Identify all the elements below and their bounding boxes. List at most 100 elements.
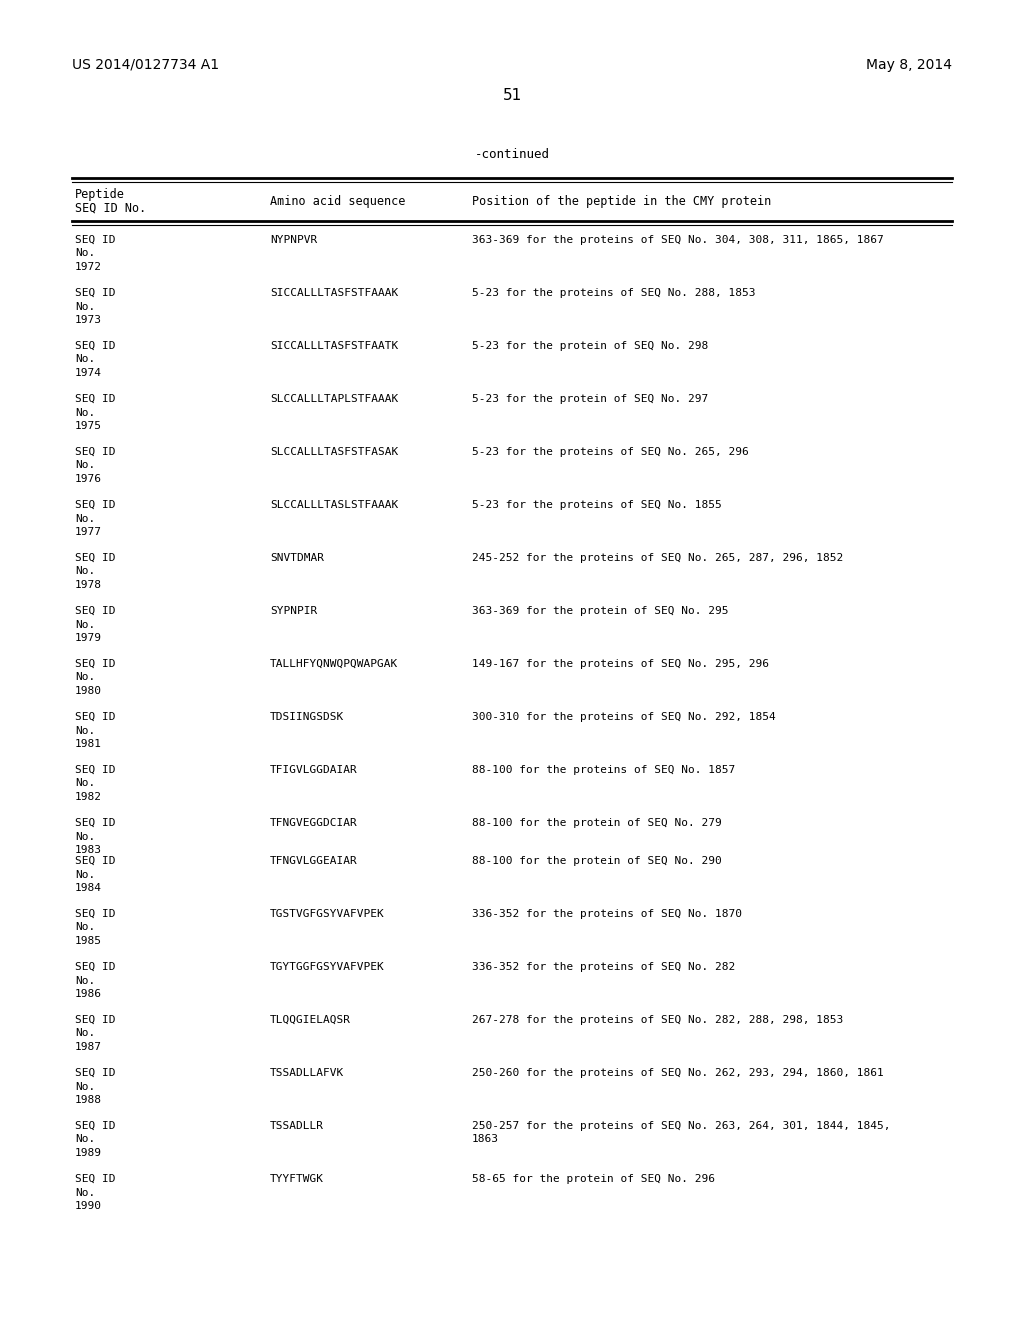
Text: No.: No. [75, 672, 95, 682]
Text: 5-23 for the protein of SEQ No. 298: 5-23 for the protein of SEQ No. 298 [472, 341, 709, 351]
Text: 1979: 1979 [75, 634, 102, 643]
Text: 1863: 1863 [472, 1134, 499, 1144]
Text: 1980: 1980 [75, 686, 102, 696]
Text: SEQ ID: SEQ ID [75, 553, 116, 564]
Text: 1978: 1978 [75, 579, 102, 590]
Text: SEQ ID: SEQ ID [75, 500, 116, 510]
Text: Amino acid sequence: Amino acid sequence [270, 195, 406, 209]
Text: SEQ ID: SEQ ID [75, 711, 116, 722]
Text: TSSADLLAFVK: TSSADLLAFVK [270, 1068, 344, 1078]
Text: 267-278 for the proteins of SEQ No. 282, 288, 298, 1853: 267-278 for the proteins of SEQ No. 282,… [472, 1015, 843, 1026]
Text: TFIGVLGGDAIAR: TFIGVLGGDAIAR [270, 766, 357, 775]
Text: 1985: 1985 [75, 936, 102, 946]
Text: SEQ ID No.: SEQ ID No. [75, 202, 146, 215]
Text: 1976: 1976 [75, 474, 102, 484]
Text: 5-23 for the proteins of SEQ No. 288, 1853: 5-23 for the proteins of SEQ No. 288, 18… [472, 288, 756, 298]
Text: No.: No. [75, 408, 95, 417]
Text: No.: No. [75, 513, 95, 524]
Text: 245-252 for the proteins of SEQ No. 265, 287, 296, 1852: 245-252 for the proteins of SEQ No. 265,… [472, 553, 843, 564]
Text: SEQ ID: SEQ ID [75, 1121, 116, 1131]
Text: 1975: 1975 [75, 421, 102, 432]
Text: 51: 51 [503, 88, 521, 103]
Text: No.: No. [75, 726, 95, 735]
Text: TSSADLLR: TSSADLLR [270, 1121, 324, 1131]
Text: No.: No. [75, 355, 95, 364]
Text: SEQ ID: SEQ ID [75, 909, 116, 919]
Text: SYPNPIR: SYPNPIR [270, 606, 317, 616]
Text: No.: No. [75, 619, 95, 630]
Text: SEQ ID: SEQ ID [75, 235, 116, 246]
Text: SEQ ID: SEQ ID [75, 341, 116, 351]
Text: 5-23 for the proteins of SEQ No. 1855: 5-23 for the proteins of SEQ No. 1855 [472, 500, 722, 510]
Text: SEQ ID: SEQ ID [75, 393, 116, 404]
Text: Peptide: Peptide [75, 187, 125, 201]
Text: No.: No. [75, 248, 95, 259]
Text: 1987: 1987 [75, 1041, 102, 1052]
Text: SEQ ID: SEQ ID [75, 818, 116, 828]
Text: 88-100 for the protein of SEQ No. 290: 88-100 for the protein of SEQ No. 290 [472, 855, 722, 866]
Text: 1972: 1972 [75, 261, 102, 272]
Text: No.: No. [75, 923, 95, 932]
Text: NYPNPVR: NYPNPVR [270, 235, 317, 246]
Text: SEQ ID: SEQ ID [75, 659, 116, 669]
Text: 336-352 for the proteins of SEQ No. 282: 336-352 for the proteins of SEQ No. 282 [472, 962, 735, 972]
Text: SEQ ID: SEQ ID [75, 855, 116, 866]
Text: No.: No. [75, 1134, 95, 1144]
Text: No.: No. [75, 1081, 95, 1092]
Text: No.: No. [75, 461, 95, 470]
Text: Position of the peptide in the CMY protein: Position of the peptide in the CMY prote… [472, 195, 771, 209]
Text: 1974: 1974 [75, 368, 102, 378]
Text: SLCCALLLTAPLSTFAAAK: SLCCALLLTAPLSTFAAAK [270, 393, 398, 404]
Text: SEQ ID: SEQ ID [75, 766, 116, 775]
Text: US 2014/0127734 A1: US 2014/0127734 A1 [72, 58, 219, 73]
Text: 250-260 for the proteins of SEQ No. 262, 293, 294, 1860, 1861: 250-260 for the proteins of SEQ No. 262,… [472, 1068, 884, 1078]
Text: 1988: 1988 [75, 1096, 102, 1105]
Text: 149-167 for the proteins of SEQ No. 295, 296: 149-167 for the proteins of SEQ No. 295,… [472, 659, 769, 669]
Text: 1984: 1984 [75, 883, 102, 894]
Text: -continued: -continued [474, 148, 550, 161]
Text: 336-352 for the proteins of SEQ No. 1870: 336-352 for the proteins of SEQ No. 1870 [472, 909, 742, 919]
Text: 363-369 for the proteins of SEQ No. 304, 308, 311, 1865, 1867: 363-369 for the proteins of SEQ No. 304,… [472, 235, 884, 246]
Text: TYYFTWGK: TYYFTWGK [270, 1173, 324, 1184]
Text: 300-310 for the proteins of SEQ No. 292, 1854: 300-310 for the proteins of SEQ No. 292,… [472, 711, 776, 722]
Text: SEQ ID: SEQ ID [75, 1173, 116, 1184]
Text: TGSTVGFGSYVAFVPEK: TGSTVGFGSYVAFVPEK [270, 909, 385, 919]
Text: 250-257 for the proteins of SEQ No. 263, 264, 301, 1844, 1845,: 250-257 for the proteins of SEQ No. 263,… [472, 1121, 891, 1131]
Text: 5-23 for the proteins of SEQ No. 265, 296: 5-23 for the proteins of SEQ No. 265, 29… [472, 447, 749, 457]
Text: No.: No. [75, 870, 95, 879]
Text: 58-65 for the protein of SEQ No. 296: 58-65 for the protein of SEQ No. 296 [472, 1173, 715, 1184]
Text: SEQ ID: SEQ ID [75, 1015, 116, 1026]
Text: 1973: 1973 [75, 315, 102, 325]
Text: 1990: 1990 [75, 1201, 102, 1210]
Text: SNVTDMAR: SNVTDMAR [270, 553, 324, 564]
Text: TFNGVEGGDCIAR: TFNGVEGGDCIAR [270, 818, 357, 828]
Text: No.: No. [75, 301, 95, 312]
Text: No.: No. [75, 779, 95, 788]
Text: 363-369 for the protein of SEQ No. 295: 363-369 for the protein of SEQ No. 295 [472, 606, 728, 616]
Text: TLQQGIELAQSR: TLQQGIELAQSR [270, 1015, 351, 1026]
Text: SEQ ID: SEQ ID [75, 606, 116, 616]
Text: 5-23 for the protein of SEQ No. 297: 5-23 for the protein of SEQ No. 297 [472, 393, 709, 404]
Text: May 8, 2014: May 8, 2014 [866, 58, 952, 73]
Text: No.: No. [75, 1188, 95, 1197]
Text: SICCALLLTASFSTFAAAK: SICCALLLTASFSTFAAAK [270, 288, 398, 298]
Text: SLCCALLLTASLSTFAAAK: SLCCALLLTASLSTFAAAK [270, 500, 398, 510]
Text: 1981: 1981 [75, 739, 102, 748]
Text: 88-100 for the proteins of SEQ No. 1857: 88-100 for the proteins of SEQ No. 1857 [472, 766, 735, 775]
Text: TDSIINGSDSK: TDSIINGSDSK [270, 711, 344, 722]
Text: 1982: 1982 [75, 792, 102, 803]
Text: TGYTGGFGSYVAFVPEK: TGYTGGFGSYVAFVPEK [270, 962, 385, 972]
Text: TFNGVLGGEAIAR: TFNGVLGGEAIAR [270, 855, 357, 866]
Text: No.: No. [75, 1028, 95, 1039]
Text: 1989: 1989 [75, 1148, 102, 1158]
Text: SLCCALLLTASFSTFASAK: SLCCALLLTASFSTFASAK [270, 447, 398, 457]
Text: TALLHFYQNWQPQWAPGAK: TALLHFYQNWQPQWAPGAK [270, 659, 398, 669]
Text: 1977: 1977 [75, 527, 102, 537]
Text: 1983: 1983 [75, 845, 102, 855]
Text: SICCALLLTASFSTFAATK: SICCALLLTASFSTFAATK [270, 341, 398, 351]
Text: SEQ ID: SEQ ID [75, 962, 116, 972]
Text: 1986: 1986 [75, 989, 102, 999]
Text: No.: No. [75, 975, 95, 986]
Text: SEQ ID: SEQ ID [75, 288, 116, 298]
Text: No.: No. [75, 832, 95, 842]
